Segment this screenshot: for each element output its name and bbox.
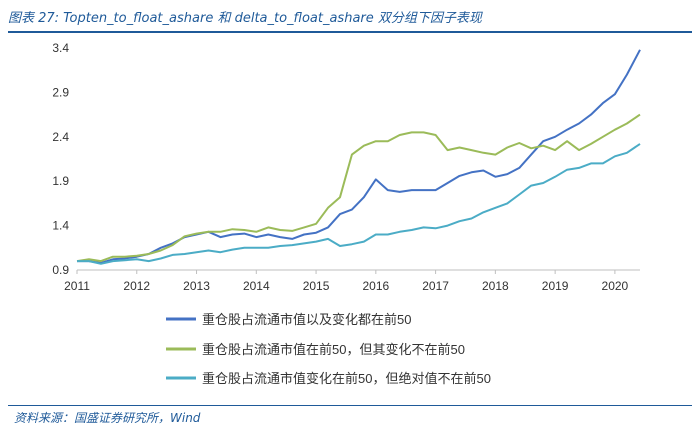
chart-series [76, 49, 641, 265]
x-tick-label: 2011 [64, 279, 90, 293]
x-tick-label: 2015 [303, 279, 330, 293]
chart-axes: 0.9 1.4 1.9 2.4 2.9 3.4 2011 2012 2013 2014 2015 20… [52, 41, 640, 293]
legend-label-2: 重仓股占流通市值在前50，但其变化不在前50 [202, 342, 465, 357]
x-tick-label: 2012 [123, 279, 150, 293]
x-tick-label: 2018 [482, 279, 509, 293]
source-note: 资料来源：国盛证券研究所，Wind [14, 411, 201, 425]
y-tick-label: 3.4 [52, 41, 69, 55]
title-divider [8, 31, 692, 33]
x-tick-label: 2019 [542, 279, 569, 293]
series-line-2 [76, 113, 641, 263]
x-tick-label: 2017 [422, 279, 449, 293]
chart-legend: 重仓股占流通市值以及变化都在前50 重仓股占流通市值在前50，但其变化不在前50 重… [166, 312, 491, 386]
y-tick-label: 0.9 [52, 263, 69, 277]
y-tick-label: 1.4 [52, 219, 69, 233]
x-tick-label: 2013 [183, 279, 210, 293]
x-tick-label: 2016 [362, 279, 389, 293]
x-tick-label: 2014 [243, 279, 270, 293]
legend-label-3: 重仓股占流通市值变化在前50，但绝对值不在前50 [202, 371, 491, 386]
chart-title: 图表 27: Topten_to_float_ashare 和 delta_to… [8, 11, 482, 26]
y-tick-label: 1.9 [52, 174, 69, 188]
x-tick-label: 2020 [602, 279, 629, 293]
y-tick-label: 2.4 [52, 130, 69, 144]
source-divider [8, 405, 692, 406]
series-line-3 [77, 143, 641, 265]
series-line-1 [77, 49, 641, 264]
legend-label-1: 重仓股占流通市值以及变化都在前50 [202, 312, 411, 327]
line-chart: 0.9 1.4 1.9 2.4 2.9 3.4 2011 2012 2013 2014 2015 20… [52, 41, 641, 386]
y-tick-label: 2.9 [52, 85, 69, 99]
